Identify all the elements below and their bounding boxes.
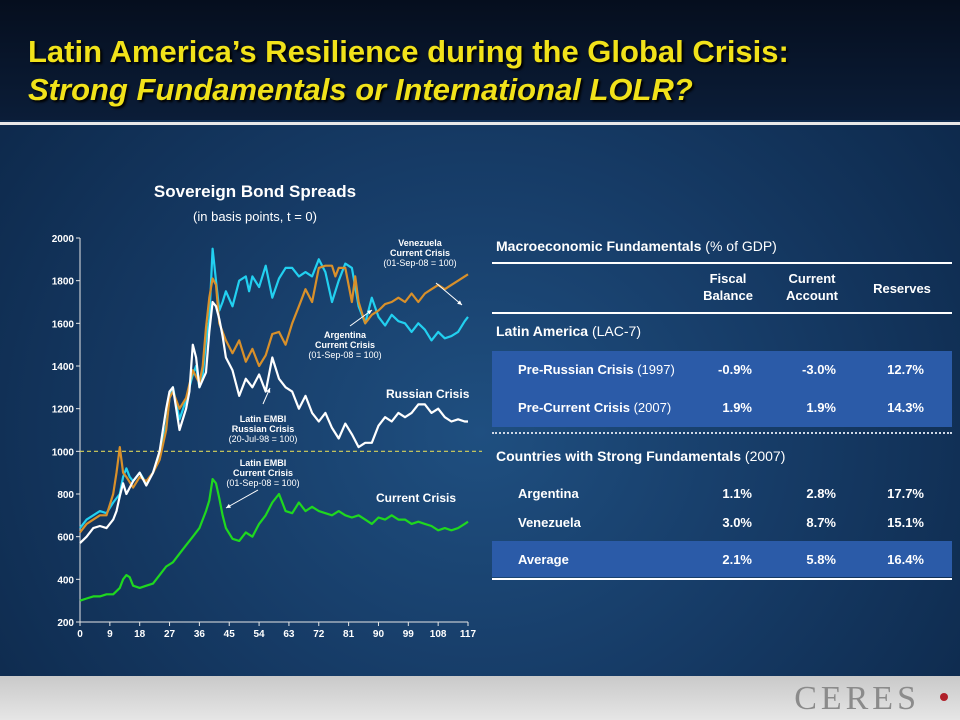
title-rule	[0, 122, 960, 125]
x-tick-label: 27	[164, 629, 176, 640]
chart-plot: 200 400 600 800 1000 1200 1400 1600 1800 2000 0 9 18…	[52, 234, 482, 640]
y-tick-label: 600	[57, 533, 74, 544]
table-cell: 14.3%	[887, 400, 924, 415]
group-label: Russian Crisis	[386, 387, 470, 401]
table-cell: 3.0%	[722, 515, 752, 530]
table-cell: 12.7%	[887, 362, 924, 377]
x-tick-label: 9	[107, 629, 113, 640]
table-cell: 2.8%	[806, 486, 836, 501]
table-cell: 5.8%	[806, 552, 836, 567]
chart-title: Sovereign Bond Spreads	[153, 182, 357, 201]
table-top-rule	[492, 262, 952, 264]
table-cell: 17.7%	[887, 486, 924, 501]
x-tick-label: 0	[77, 629, 83, 640]
annotation-arrow	[349, 309, 373, 327]
spreads-chart: Sovereign Bond Spreads (in basis points,…	[0, 130, 490, 650]
annotation-label: Argentina Current Crisis (01-Sep-08 = 100)	[308, 330, 381, 360]
x-tick-label: 117	[460, 629, 477, 640]
annotation-label: Venezuela Current Crisis (01-Sep-08 = 100)	[383, 238, 456, 268]
series-line-2	[79, 300, 468, 544]
column-header: Current Account	[786, 271, 838, 303]
table-row-label: Pre-Russian Crisis (1997)	[518, 362, 675, 377]
group-label: Current Crisis	[376, 491, 456, 505]
x-tick-label: 36	[194, 629, 206, 640]
y-tick-label: 400	[57, 575, 74, 586]
y-tick-label: 200	[57, 618, 74, 629]
series-line-1	[79, 264, 469, 534]
x-tick-label: 108	[430, 629, 447, 640]
x-tick-label: 54	[254, 629, 266, 640]
ceres-logo: CERES	[794, 680, 920, 717]
annotation-arrowhead	[457, 300, 462, 305]
y-tick-label: 800	[57, 490, 74, 501]
y-tick-label: 1800	[52, 277, 75, 288]
average-row-highlight	[492, 541, 952, 577]
annotation-label: Latin EMBI Russian Crisis (20-Jul-98 = 100…	[229, 414, 298, 444]
x-tick-label: 45	[224, 629, 236, 640]
y-tick-label: 1000	[52, 447, 75, 458]
table-header-rule	[492, 312, 952, 314]
table-cell: -3.0%	[802, 362, 836, 377]
table-row-label: Pre-Current Crisis (2007)	[518, 400, 672, 415]
series-line-3	[79, 478, 469, 602]
annotation-arrow	[225, 489, 259, 509]
table-cell: 1.9%	[806, 400, 836, 415]
section-divider	[492, 432, 952, 434]
x-tick-label: 72	[313, 629, 325, 640]
annotation-arrowhead	[266, 388, 271, 393]
section-strong-label: Countries with Strong Fundamentals (2007…	[496, 448, 786, 464]
slide-subtitle: Strong Fundamentals or International LOL…	[28, 72, 693, 107]
x-tick-label: 63	[283, 629, 295, 640]
annotation-arrowhead	[367, 310, 372, 315]
table-cell: 15.1%	[887, 515, 924, 530]
annotation-arrow	[435, 282, 463, 306]
table-row-label: Average	[518, 552, 569, 567]
x-tick-label: 81	[343, 629, 355, 640]
slide-title: Latin America’s Resilience during the Gl…	[28, 34, 789, 69]
y-tick-label: 1200	[52, 405, 75, 416]
table-bottom-rule	[492, 578, 952, 580]
x-tick-label: 99	[403, 629, 415, 640]
section-lac-label: Latin America (LAC-7)	[496, 323, 641, 339]
lac-rows-highlight	[492, 351, 952, 427]
y-tick-label: 2000	[52, 234, 75, 245]
header-band	[0, 0, 960, 120]
column-header: Fiscal Balance	[703, 271, 753, 303]
y-tick-label: 1400	[52, 362, 75, 373]
table-title: Macroeconomic Fundamentals (% of GDP)	[496, 238, 777, 254]
table-cell: 8.7%	[806, 515, 836, 530]
column-header: Reserves	[873, 281, 931, 296]
table-row-label: Argentina	[518, 486, 579, 501]
table-row-label: Venezuela	[518, 515, 581, 530]
table-cell: -0.9%	[718, 362, 752, 377]
footer-band	[0, 676, 960, 720]
x-tick-label: 18	[134, 629, 146, 640]
table-cell: 1.1%	[722, 486, 752, 501]
table-cell: 1.9%	[722, 400, 752, 415]
table-cell: 2.1%	[722, 552, 752, 567]
logo-dot	[940, 693, 948, 701]
table-cell: 16.4%	[887, 552, 924, 567]
chart-subtitle: (in basis points, t = 0)	[193, 209, 317, 224]
annotation-arrowhead	[226, 503, 231, 508]
annotation-label: Latin EMBI Current Crisis (01-Sep-08 = 100…	[226, 458, 299, 488]
y-tick-label: 1600	[52, 319, 75, 330]
x-tick-label: 90	[373, 629, 385, 640]
